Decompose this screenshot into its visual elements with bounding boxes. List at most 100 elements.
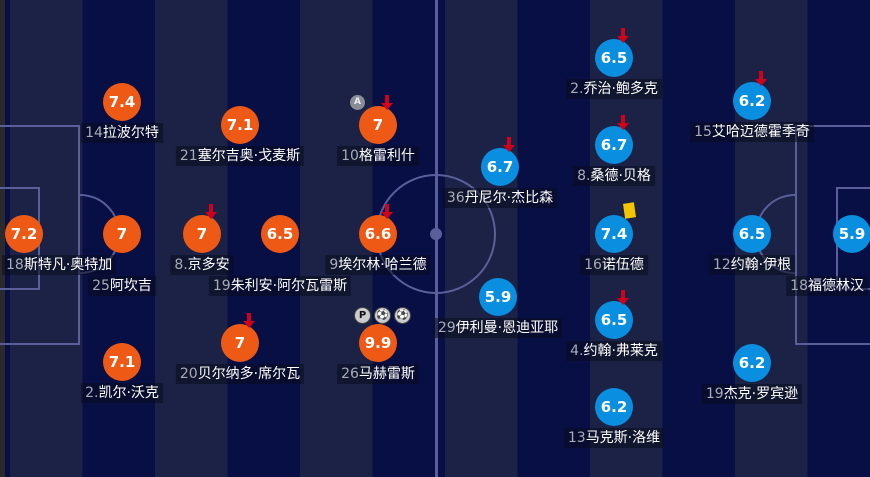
player-name: 诺伍德 <box>601 257 644 273</box>
player-number: 8. <box>577 168 591 184</box>
player-label: 20贝尔纳多·席尔瓦 <box>175 364 305 384</box>
player-name: 斯特凡·奥特加 <box>23 257 113 273</box>
player-number: 13 <box>567 430 586 446</box>
player-name: 杰克·罗宾逊 <box>723 386 799 402</box>
player-label: 15艾哈迈德霍季奇 <box>690 122 814 142</box>
player-label: 18斯特凡·奥特加 <box>2 255 117 275</box>
rating-badge: 7.4 <box>595 215 633 253</box>
player-name: 阿坎吉 <box>109 278 152 294</box>
player-label: 4.约翰·弗莱克 <box>566 341 662 361</box>
rating-badge: 5.9 <box>833 215 870 253</box>
rating-badge: 6.5 <box>595 301 633 339</box>
player-name: 约翰·弗莱克 <box>583 343 658 359</box>
player-number: 14 <box>85 125 103 141</box>
player-label: 10格雷利什 <box>337 146 419 166</box>
goal-ball-icon: ⚽ <box>374 307 391 324</box>
substitution-arrow-icon <box>755 71 767 87</box>
rating-badge: 7 <box>183 215 221 253</box>
player-name: 丹尼尔·杰比森 <box>464 190 554 206</box>
player-number: 29 <box>437 320 456 336</box>
player-number: 9 <box>329 257 339 273</box>
player-label: 13马克斯·洛维 <box>563 428 665 448</box>
player-name: 马克斯·洛维 <box>585 430 661 446</box>
substitution-arrow-icon <box>617 115 629 131</box>
player-label: 19朱利安·阿尔瓦雷斯 <box>208 276 352 296</box>
player-number: 2. <box>570 81 584 97</box>
rating-badge: 6.5 <box>733 215 771 253</box>
center-spot <box>430 228 442 240</box>
left-penalty-box <box>0 125 80 345</box>
player-number: 4. <box>570 343 584 359</box>
rating-badge: 7.1 <box>221 106 259 144</box>
player-number: 21 <box>179 148 198 164</box>
player-label: 8.京多安 <box>170 255 234 275</box>
player-label: 29伊利曼·恩迪亚耶 <box>433 318 563 338</box>
rating-badge: 7 <box>359 106 397 144</box>
player-label: 12约翰·伊根 <box>708 255 796 275</box>
player-name: 伊利曼·恩迪亚耶 <box>455 320 559 336</box>
player-number: 26 <box>341 366 359 382</box>
player-number: 25 <box>92 278 110 294</box>
player-name: 乔治·鲍多克 <box>583 81 658 97</box>
rating-badge: 7.1 <box>103 343 141 381</box>
rating-badge: 6.2 <box>733 82 771 120</box>
player-number: 18 <box>6 257 24 273</box>
rating-badge: 7.4 <box>103 83 141 121</box>
left-edge <box>0 0 5 477</box>
player-label: 2.凯尔·沃克 <box>81 383 163 403</box>
rating-badge: 9.9 <box>359 324 397 362</box>
player-label: 26马赫雷斯 <box>337 364 419 384</box>
player-label: 36丹尼尔·杰比森 <box>442 188 558 208</box>
player-name: 朱利安·阿尔瓦雷斯 <box>230 278 348 294</box>
player-name: 福德林汉 <box>808 278 864 294</box>
player-number: 12 <box>712 257 731 273</box>
player-label: 16诺伍德 <box>580 255 648 275</box>
substitution-arrow-icon <box>381 95 393 111</box>
rating-badge: 6.5 <box>261 215 299 253</box>
player-label: 25阿坎吉 <box>88 276 156 296</box>
player-number: 10 <box>341 148 359 164</box>
penalty-goal-icon: P <box>354 307 371 324</box>
player-name: 塞尔吉奥·戈麦斯 <box>197 148 301 164</box>
player-number: 19 <box>212 278 231 294</box>
player-label: 18福德林汉 <box>786 276 868 296</box>
player-number: 36 <box>446 190 465 206</box>
player-name: 埃尔林·哈兰德 <box>338 257 427 273</box>
player-number: 16 <box>584 257 602 273</box>
rating-badge: 6.2 <box>733 344 771 382</box>
player-number: 18 <box>790 278 808 294</box>
yellow-card-icon <box>623 202 636 219</box>
substitution-arrow-icon <box>617 28 629 44</box>
rating-badge: 6.5 <box>595 39 633 77</box>
player-number: 15 <box>694 124 712 140</box>
rating-badge: 6.7 <box>595 126 633 164</box>
player-label: 21塞尔吉奥·戈麦斯 <box>175 146 305 166</box>
player-label: 19杰克·罗宾逊 <box>701 384 803 404</box>
player-name: 格雷利什 <box>358 148 415 164</box>
right-penalty-box <box>795 125 870 345</box>
player-label: 9埃尔林·哈兰德 <box>325 255 431 275</box>
player-name: 约翰·伊根 <box>730 257 792 273</box>
substitution-arrow-icon <box>205 204 217 220</box>
player-name: 艾哈迈德霍季奇 <box>711 124 810 140</box>
rating-badge: 7 <box>103 215 141 253</box>
captain-icon: A <box>350 95 365 110</box>
player-label: 8.桑德·贝格 <box>573 166 655 186</box>
player-label: 14拉波尔特 <box>81 123 163 143</box>
rating-badge: 5.9 <box>479 278 517 316</box>
player-name: 贝尔纳多·席尔瓦 <box>197 366 301 382</box>
rating-badge: 7.2 <box>5 215 43 253</box>
player-number: 19 <box>705 386 724 402</box>
player-number: 2. <box>85 385 99 401</box>
player-name: 桑德·贝格 <box>590 168 651 184</box>
substitution-arrow-icon <box>503 137 515 153</box>
player-label: 2.乔治·鲍多克 <box>566 79 662 99</box>
rating-badge: 6.6 <box>359 215 397 253</box>
player-name: 马赫雷斯 <box>358 366 415 382</box>
player-number: 20 <box>179 366 198 382</box>
player-name: 凯尔·沃克 <box>98 385 159 401</box>
player-name: 京多安 <box>187 257 230 273</box>
rating-badge: 6.7 <box>481 148 519 186</box>
substitution-arrow-icon <box>243 313 255 329</box>
